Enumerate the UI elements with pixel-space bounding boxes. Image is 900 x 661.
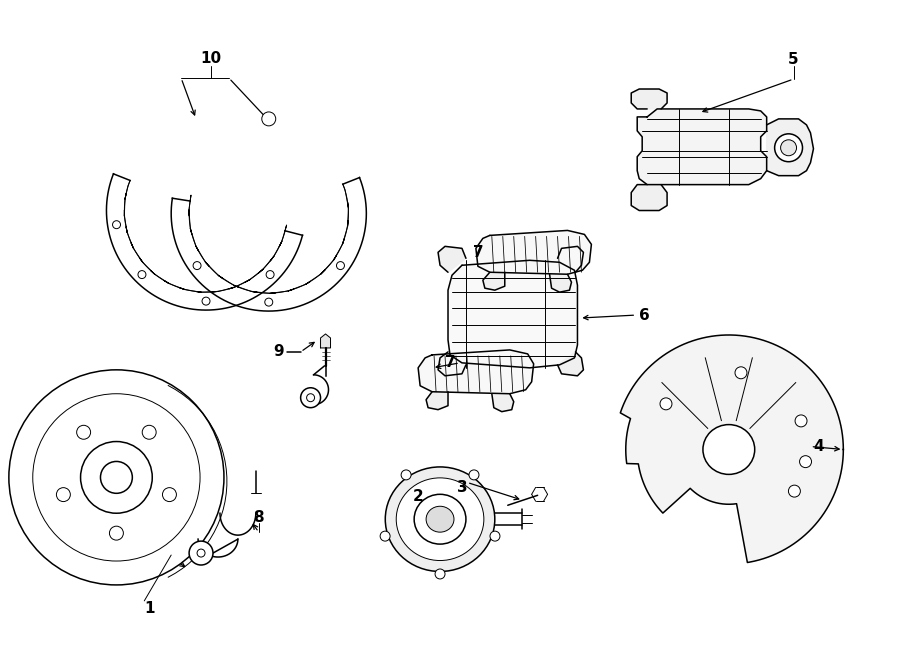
Text: 1: 1 xyxy=(144,602,155,616)
Polygon shape xyxy=(438,247,466,272)
Text: 4: 4 xyxy=(813,439,824,454)
Polygon shape xyxy=(483,272,505,290)
Polygon shape xyxy=(637,109,767,184)
Text: 7: 7 xyxy=(445,356,455,370)
Circle shape xyxy=(795,415,807,427)
Text: 2: 2 xyxy=(413,488,424,504)
Polygon shape xyxy=(418,350,534,394)
Polygon shape xyxy=(426,392,448,410)
Ellipse shape xyxy=(414,494,466,544)
Polygon shape xyxy=(476,231,591,274)
Circle shape xyxy=(112,221,121,229)
Circle shape xyxy=(202,297,210,305)
Circle shape xyxy=(435,569,445,579)
Text: 9: 9 xyxy=(274,344,284,360)
Ellipse shape xyxy=(32,394,200,561)
Circle shape xyxy=(788,485,800,497)
Polygon shape xyxy=(620,335,843,563)
Circle shape xyxy=(307,394,315,402)
Circle shape xyxy=(57,488,70,502)
Circle shape xyxy=(401,470,411,480)
Circle shape xyxy=(775,134,803,162)
Polygon shape xyxy=(767,119,814,176)
Circle shape xyxy=(337,262,345,270)
Polygon shape xyxy=(491,394,514,412)
Polygon shape xyxy=(557,247,583,272)
Polygon shape xyxy=(438,352,466,376)
Circle shape xyxy=(142,425,157,440)
Polygon shape xyxy=(557,352,583,376)
Polygon shape xyxy=(448,260,578,368)
Circle shape xyxy=(469,470,479,480)
Ellipse shape xyxy=(385,467,495,572)
Polygon shape xyxy=(550,274,572,292)
Circle shape xyxy=(262,112,275,126)
Ellipse shape xyxy=(81,442,152,513)
Circle shape xyxy=(799,455,812,467)
Polygon shape xyxy=(631,184,667,210)
Ellipse shape xyxy=(396,478,484,561)
Text: 6: 6 xyxy=(639,307,650,323)
Circle shape xyxy=(490,531,500,541)
Ellipse shape xyxy=(426,506,454,532)
Text: 10: 10 xyxy=(201,51,221,65)
Text: 8: 8 xyxy=(254,510,264,525)
Circle shape xyxy=(301,388,320,408)
Circle shape xyxy=(163,488,176,502)
Circle shape xyxy=(189,541,213,565)
Circle shape xyxy=(660,398,672,410)
Circle shape xyxy=(780,140,796,156)
Circle shape xyxy=(110,526,123,540)
Circle shape xyxy=(265,298,273,306)
Text: 5: 5 xyxy=(788,52,799,67)
Ellipse shape xyxy=(101,461,132,493)
Circle shape xyxy=(380,531,390,541)
Ellipse shape xyxy=(703,424,755,475)
Circle shape xyxy=(735,367,747,379)
Circle shape xyxy=(266,270,274,278)
Polygon shape xyxy=(320,334,330,348)
Circle shape xyxy=(76,425,91,440)
Circle shape xyxy=(197,549,205,557)
Text: 7: 7 xyxy=(472,245,483,260)
Text: 3: 3 xyxy=(456,480,467,495)
Circle shape xyxy=(138,270,146,278)
Circle shape xyxy=(194,262,201,270)
Polygon shape xyxy=(631,89,667,109)
